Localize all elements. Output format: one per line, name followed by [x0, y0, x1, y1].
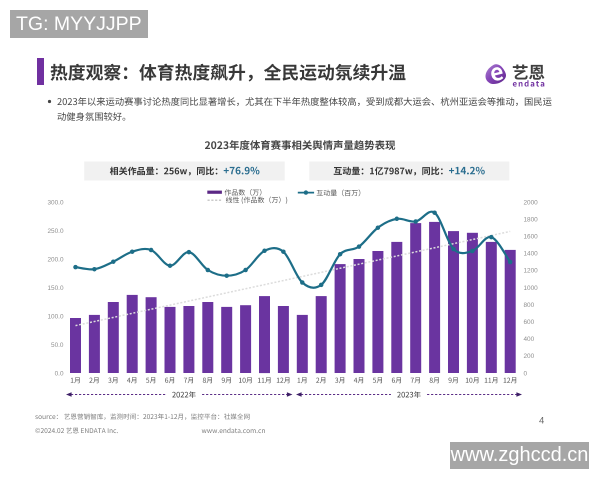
svg-text:600: 600 — [524, 319, 535, 326]
svg-text:250.0: 250.0 — [48, 228, 64, 235]
svg-text:200.0: 200.0 — [48, 256, 64, 263]
svg-text:300.0: 300.0 — [48, 199, 64, 206]
svg-text:1400: 1400 — [524, 251, 539, 258]
svg-text:1800: 1800 — [524, 216, 539, 223]
svg-text:400: 400 — [524, 336, 535, 343]
svg-text:1600: 1600 — [524, 234, 539, 241]
svg-text:200: 200 — [524, 353, 535, 360]
svg-text:50.0: 50.0 — [51, 342, 64, 349]
svg-text:4: 4 — [539, 416, 544, 427]
svg-text:0: 0 — [524, 370, 528, 377]
svg-text:800: 800 — [524, 302, 535, 309]
svg-text:1200: 1200 — [524, 268, 539, 275]
svg-text:2000: 2000 — [524, 199, 539, 206]
svg-text:100.0: 100.0 — [48, 313, 64, 320]
svg-text:1000: 1000 — [524, 285, 539, 292]
svg-text:150.0: 150.0 — [48, 285, 64, 292]
svg-text:0.0: 0.0 — [55, 370, 64, 377]
